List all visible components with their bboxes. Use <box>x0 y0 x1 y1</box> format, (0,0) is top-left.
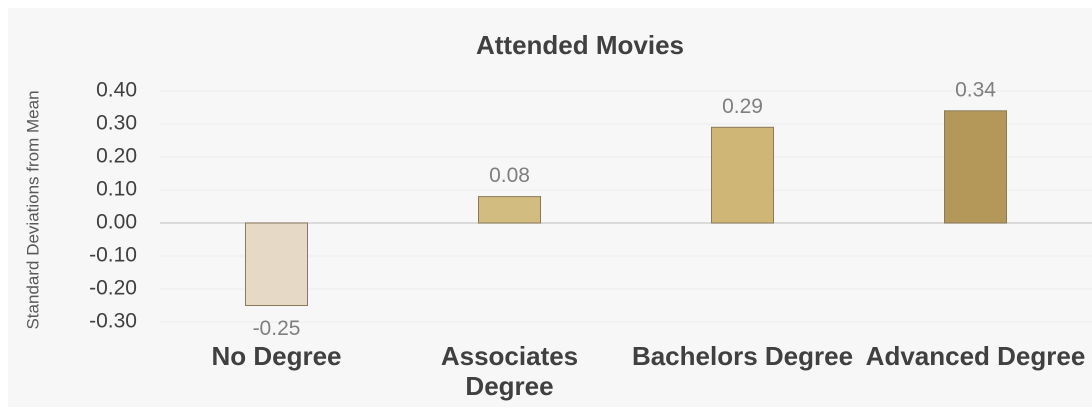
chart-background <box>8 8 1092 407</box>
x-tick-label: Bachelors Degree <box>631 341 854 371</box>
x-tick-label: No Degree <box>211 341 342 371</box>
bar <box>245 222 308 306</box>
x-tick-label: Advanced Degree <box>865 341 1086 371</box>
y-axis-label: Standard Deviations from Mean <box>23 90 42 329</box>
y-tick-label: 0.20 <box>96 145 137 168</box>
y-tick-label: -0.20 <box>89 277 137 300</box>
data-label: 0.08 <box>489 164 530 187</box>
x-tick-label: Associates Degree <box>440 341 579 401</box>
y-tick-label: 0.30 <box>96 112 137 135</box>
y-tick-label: -0.10 <box>89 244 137 267</box>
y-tick-label: 0.10 <box>96 178 137 201</box>
bar <box>478 196 541 224</box>
data-label: -0.25 <box>253 317 301 340</box>
data-label: 0.29 <box>722 95 763 118</box>
chart-title: Attended Movies <box>476 30 684 60</box>
y-tick-label: 0.00 <box>96 211 137 234</box>
bar <box>711 126 774 224</box>
data-label: 0.34 <box>955 78 996 101</box>
bar <box>944 110 1007 224</box>
y-tick-label: 0.40 <box>96 79 137 102</box>
y-tick-label: -0.30 <box>89 310 137 333</box>
